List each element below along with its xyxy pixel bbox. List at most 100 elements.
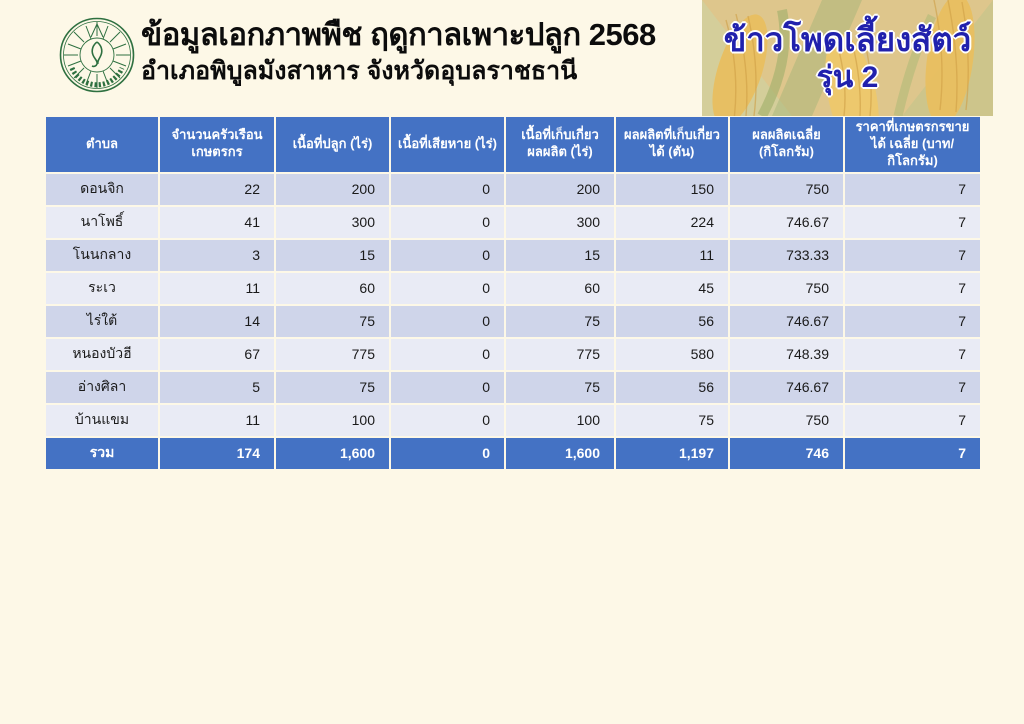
total-label: รวม	[46, 437, 158, 469]
table-row: นาโพธิ์ 41 300 0 300 224 746.67 7	[46, 206, 980, 238]
total-value-cell: 746	[730, 437, 843, 469]
value-cell: 7	[845, 371, 980, 403]
value-cell: 15	[506, 239, 614, 271]
value-cell: 11	[160, 404, 274, 436]
value-cell: 0	[391, 338, 504, 370]
table-row: หนองบัวฮี 67 775 0 775 580 748.39 7	[46, 338, 980, 370]
agriculture-department-seal-icon	[58, 16, 136, 94]
value-cell: 750	[730, 173, 843, 205]
value-cell: 0	[391, 272, 504, 304]
tambon-cell: อ่างศิลา	[46, 371, 158, 403]
banner-crop-round: รุ่น 2	[816, 60, 879, 94]
col-header-avg-yield: ผลผลิตเฉลี่ย (กิโลกรัม)	[730, 117, 843, 172]
table-row: บ้านแขม 11 100 0 100 75 750 7	[46, 404, 980, 436]
value-cell: 775	[506, 338, 614, 370]
total-value-cell: 174	[160, 437, 274, 469]
value-cell: 300	[276, 206, 389, 238]
col-header-yield-tons: ผลผลิตที่เก็บเกี่ยว ได้ (ตัน)	[616, 117, 728, 172]
value-cell: 0	[391, 173, 504, 205]
value-cell: 75	[276, 305, 389, 337]
value-cell: 7	[845, 404, 980, 436]
value-cell: 100	[506, 404, 614, 436]
value-cell: 60	[506, 272, 614, 304]
value-cell: 100	[276, 404, 389, 436]
value-cell: 75	[616, 404, 728, 436]
value-cell: 15	[276, 239, 389, 271]
value-cell: 75	[506, 371, 614, 403]
value-cell: 150	[616, 173, 728, 205]
value-cell: 0	[391, 371, 504, 403]
col-header-tambon: ตำบล	[46, 117, 158, 172]
value-cell: 56	[616, 371, 728, 403]
tambon-cell: บ้านแขม	[46, 404, 158, 436]
value-cell: 60	[276, 272, 389, 304]
value-cell: 200	[276, 173, 389, 205]
value-cell: 746.67	[730, 305, 843, 337]
value-cell: 75	[506, 305, 614, 337]
value-cell: 0	[391, 239, 504, 271]
tambon-cell: ไร่ใต้	[46, 305, 158, 337]
col-header-avg-price: ราคาที่เกษตรกรขายได้ เฉลี่ย (บาท/กิโลกรั…	[845, 117, 980, 172]
value-cell: 56	[616, 305, 728, 337]
value-cell: 11	[616, 239, 728, 271]
value-cell: 7	[845, 206, 980, 238]
value-cell: 750	[730, 272, 843, 304]
total-value-cell: 0	[391, 437, 504, 469]
value-cell: 224	[616, 206, 728, 238]
total-value-cell: 1,600	[506, 437, 614, 469]
col-header-planted-area: เนื้อที่ปลูก (ไร่)	[276, 117, 389, 172]
page-subtitle: อำเภอพิบูลมังสาหาร จังหวัดอุบลราชธานี	[141, 57, 578, 86]
table-body: ดอนจิก 22 200 0 200 150 750 7 นาโพธิ์ 41…	[46, 173, 980, 436]
crop-data-table: ตำบล จำนวนครัวเรือน เกษตรกร เนื้อที่ปลูก…	[44, 115, 982, 471]
col-header-damaged-area: เนื้อที่เสียหาย (ไร่)	[391, 117, 504, 172]
value-cell: 67	[160, 338, 274, 370]
col-header-households: จำนวนครัวเรือน เกษตรกร	[160, 117, 274, 172]
tambon-cell: ดอนจิก	[46, 173, 158, 205]
value-cell: 11	[160, 272, 274, 304]
value-cell: 7	[845, 173, 980, 205]
tambon-cell: ระเว	[46, 272, 158, 304]
col-header-harvested-area: เนื้อที่เก็บเกี่ยว ผลผลิต (ไร่)	[506, 117, 614, 172]
value-cell: 750	[730, 404, 843, 436]
value-cell: 75	[276, 371, 389, 403]
value-cell: 746.67	[730, 206, 843, 238]
corn-photo-background	[702, 0, 993, 116]
value-cell: 3	[160, 239, 274, 271]
value-cell: 746.67	[730, 371, 843, 403]
value-cell: 22	[160, 173, 274, 205]
total-value-cell: 7	[845, 437, 980, 469]
tambon-cell: โนนกลาง	[46, 239, 158, 271]
total-value-cell: 1,197	[616, 437, 728, 469]
table-row: ดอนจิก 22 200 0 200 150 750 7	[46, 173, 980, 205]
value-cell: 7	[845, 338, 980, 370]
total-value-cell: 1,600	[276, 437, 389, 469]
table-header: ตำบล จำนวนครัวเรือน เกษตรกร เนื้อที่ปลูก…	[46, 117, 980, 172]
value-cell: 45	[616, 272, 728, 304]
table-row: ไร่ใต้ 14 75 0 75 56 746.67 7	[46, 305, 980, 337]
value-cell: 0	[391, 206, 504, 238]
banner-crop-name: ข้าวโพดเลี้ยงสัตว์	[723, 20, 972, 58]
crop-banner: ข้าวโพดเลี้ยงสัตว์ รุ่น 2	[702, 0, 993, 116]
table-row: ระเว 11 60 0 60 45 750 7	[46, 272, 980, 304]
value-cell: 0	[391, 305, 504, 337]
value-cell: 775	[276, 338, 389, 370]
value-cell: 0	[391, 404, 504, 436]
value-cell: 41	[160, 206, 274, 238]
value-cell: 7	[845, 272, 980, 304]
table-row: อ่างศิลา 5 75 0 75 56 746.67 7	[46, 371, 980, 403]
value-cell: 5	[160, 371, 274, 403]
value-cell: 580	[616, 338, 728, 370]
value-cell: 733.33	[730, 239, 843, 271]
value-cell: 7	[845, 305, 980, 337]
total-row: รวม 174 1,600 0 1,600 1,197 746 7	[46, 437, 980, 469]
seal-graphic	[59, 17, 135, 93]
tambon-cell: นาโพธิ์	[46, 206, 158, 238]
value-cell: 748.39	[730, 338, 843, 370]
table-row: โนนกลาง 3 15 0 15 11 733.33 7	[46, 239, 980, 271]
value-cell: 200	[506, 173, 614, 205]
page-title: ข้อมูลเอกภาพพืช ฤดูกาลเพาะปลูก 2568	[141, 17, 656, 52]
value-cell: 14	[160, 305, 274, 337]
value-cell: 7	[845, 239, 980, 271]
value-cell: 300	[506, 206, 614, 238]
